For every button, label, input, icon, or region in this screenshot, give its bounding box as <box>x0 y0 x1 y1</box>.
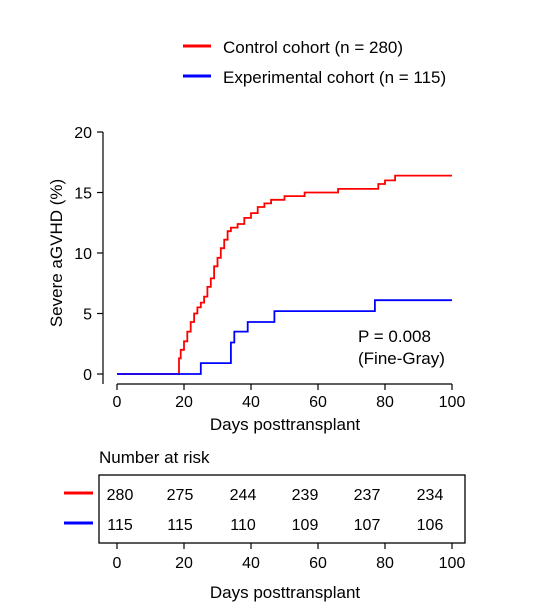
x-tick-label: 80 <box>376 394 394 411</box>
curves <box>117 174 452 375</box>
risk-cell: 115 <box>107 517 133 534</box>
risk-cell: 106 <box>417 517 444 534</box>
risk-x-tick-label: 40 <box>242 555 260 572</box>
risk-cell: 109 <box>292 517 319 534</box>
risk-x-tick-label: 100 <box>439 555 466 572</box>
risk-cell: 107 <box>354 517 381 534</box>
y-ticks: 0 5 10 15 20 <box>74 125 103 384</box>
x-tick-label: 20 <box>175 394 193 411</box>
y-tick-label: 0 <box>83 367 92 384</box>
x-tick-label: 0 <box>113 394 122 411</box>
y-tick-label: 20 <box>74 125 92 142</box>
p-value-text: P = 0.008 <box>358 327 431 346</box>
x-tick-label: 40 <box>242 394 260 411</box>
y-tick-label: 15 <box>74 186 92 203</box>
legend-label-experimental: Experimental cohort (n = 115) <box>223 68 446 87</box>
risk-cell: 244 <box>230 487 257 504</box>
x-axis-label: Days posttransplant <box>210 415 361 434</box>
risk-cells: 280 275 244 239 237 234 115 115 110 109 107 106 <box>107 487 444 534</box>
risk-cell: 234 <box>417 487 444 504</box>
y-tick-label: 5 <box>83 307 92 324</box>
risk-cell: 110 <box>230 517 256 534</box>
legend: Control cohort (n = 280) Experimental co… <box>183 38 446 87</box>
risk-cell: 280 <box>107 487 134 504</box>
risk-cell: 239 <box>292 487 319 504</box>
x-ticks: 0 20 40 60 80 100 <box>113 384 466 411</box>
risk-x-tick-label: 0 <box>113 555 122 572</box>
test-name-text: (Fine-Gray) <box>358 349 445 368</box>
p-value-annotation: P = 0.008 (Fine-Gray) <box>358 327 445 368</box>
risk-table: Number at risk 280 275 244 239 237 234 115 115 1… <box>64 448 466 602</box>
y-axis-label: Severe aGVHD (%) <box>47 179 66 327</box>
risk-x-tick-label: 60 <box>309 555 327 572</box>
experimental-cohort-curve <box>117 299 452 375</box>
x-tick-label: 60 <box>309 394 327 411</box>
y-tick-label: 10 <box>74 246 92 263</box>
risk-x-tick-label: 80 <box>376 555 394 572</box>
plot-axes: 0 5 10 15 20 0 20 40 60 80 100 Severe aGVHD (%) D… <box>47 125 465 434</box>
risk-cell: 237 <box>354 487 381 504</box>
risk-cell: 115 <box>167 517 193 534</box>
risk-x-tick-label: 20 <box>175 555 193 572</box>
risk-ticks: 0 20 40 60 80 100 <box>113 543 466 572</box>
risk-cell: 275 <box>167 487 194 504</box>
control-cohort-curve <box>117 174 452 375</box>
risk-table-title: Number at risk <box>99 448 210 467</box>
risk-table-x-label: Days posttransplant <box>210 583 361 602</box>
risk-table-box <box>98 474 466 544</box>
x-tick-label: 100 <box>439 394 466 411</box>
legend-label-control: Control cohort (n = 280) <box>223 38 403 57</box>
